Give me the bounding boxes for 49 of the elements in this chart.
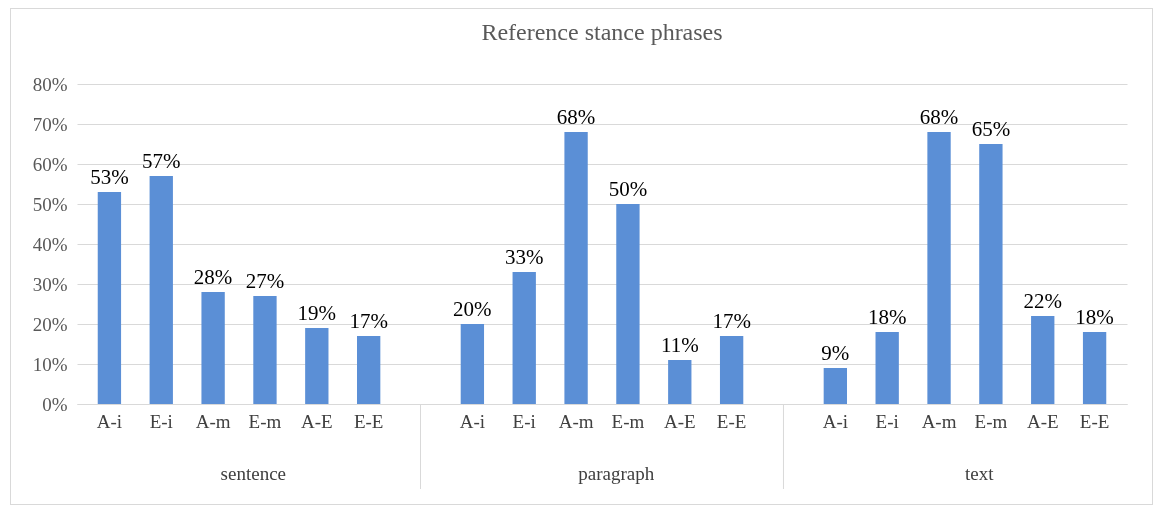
x-tick-label: E-m (611, 410, 645, 432)
data-label: 20% (453, 297, 492, 321)
data-label: 33% (504, 245, 544, 269)
x-tick-label: E-i (149, 410, 173, 432)
data-label: 27% (245, 269, 285, 293)
data-label: 68% (919, 105, 959, 129)
data-label: 65% (971, 117, 1011, 141)
data-label: 22% (1023, 289, 1062, 313)
y-tick-label: 80% (32, 73, 68, 95)
x-tick-label: A-i (459, 410, 486, 432)
x-tick-label: E-i (875, 410, 899, 432)
data-label: 18% (867, 305, 907, 329)
data-label: 18% (1075, 305, 1114, 329)
x-tick-label: E-m (248, 410, 282, 432)
x-tick-label: E-m (974, 410, 1008, 432)
data-label: 68% (556, 105, 596, 129)
x-tick-label: E-E (1079, 410, 1110, 432)
x-tick-label: A-m (558, 410, 594, 432)
x-tick-label: A-m (921, 410, 957, 432)
y-tick-label: 30% (32, 273, 68, 295)
x-tick-label: A-E (300, 410, 333, 432)
x-tick-label: E-E (716, 410, 747, 432)
chart-title: Reference stance phrases (481, 19, 723, 45)
data-label: 53% (90, 165, 129, 189)
y-tick-label: 50% (32, 193, 68, 215)
y-tick-label: 10% (32, 353, 68, 375)
data-label: 19% (297, 301, 337, 325)
data-label: 50% (608, 177, 648, 201)
text: text (964, 463, 995, 484)
x-tick-label: A-E (1026, 410, 1059, 432)
x-tick-label: E-i (512, 410, 536, 432)
x-tick-label: A-m (195, 410, 231, 432)
x-tick-label: A-i (822, 410, 848, 432)
data-label: 57% (142, 149, 181, 173)
x-tick-label: A-E (663, 410, 696, 432)
y-tick-label: 70% (32, 113, 68, 135)
data-label: 17% (349, 309, 388, 333)
data-label: 28% (193, 265, 233, 289)
text: sentence (220, 463, 286, 484)
data-label: 17% (712, 309, 751, 333)
data-label: 9% (821, 341, 850, 365)
text: paragraph (578, 463, 655, 484)
y-tick-label: 0% (42, 393, 68, 415)
y-tick-label: 60% (32, 153, 68, 175)
x-tick-label: A-i (96, 410, 123, 432)
y-tick-label: 20% (32, 313, 68, 335)
data-label: 11% (660, 333, 699, 357)
y-tick-label: 40% (32, 233, 68, 255)
x-tick-label: E-E (353, 410, 384, 432)
